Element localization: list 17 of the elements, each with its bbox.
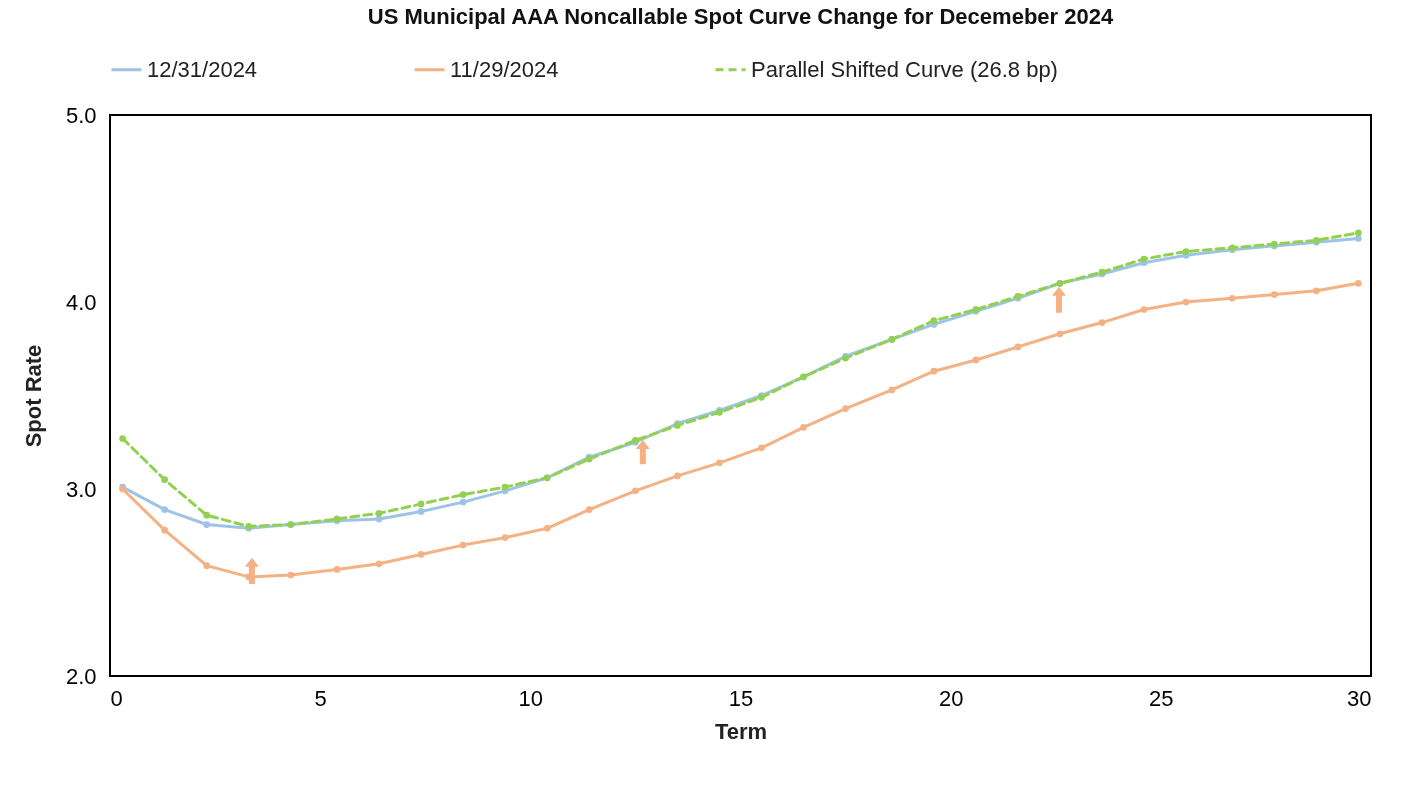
y-axis-title: Spot Rate <box>20 344 46 448</box>
x-axis-title: Term <box>714 718 768 744</box>
y-tick-label: 4.0 <box>65 289 97 315</box>
x-tick-label: 10 <box>518 685 544 711</box>
x-tick-label: 20 <box>938 685 964 711</box>
x-tick-label: 5 <box>314 685 327 711</box>
y-tick-label: 2.0 <box>65 663 97 689</box>
x-tick-label: 0 <box>110 685 123 711</box>
x-tick-label: 30 <box>1347 685 1372 711</box>
legend-label: 11/29/2024 <box>450 56 559 82</box>
legend-label: Parallel Shifted Curve (26.8 bp) <box>751 56 1058 82</box>
y-tick-label: 3.0 <box>65 476 97 502</box>
y-tick-label: 5.0 <box>65 102 97 128</box>
legend-label: 12/31/2024 <box>147 56 258 82</box>
chart-title: US Municipal AAA Noncallable Spot Curve Change for Decemeber 2024 <box>367 4 1114 29</box>
x-tick-label: 15 <box>728 685 754 711</box>
x-tick-label: 25 <box>1149 685 1174 711</box>
